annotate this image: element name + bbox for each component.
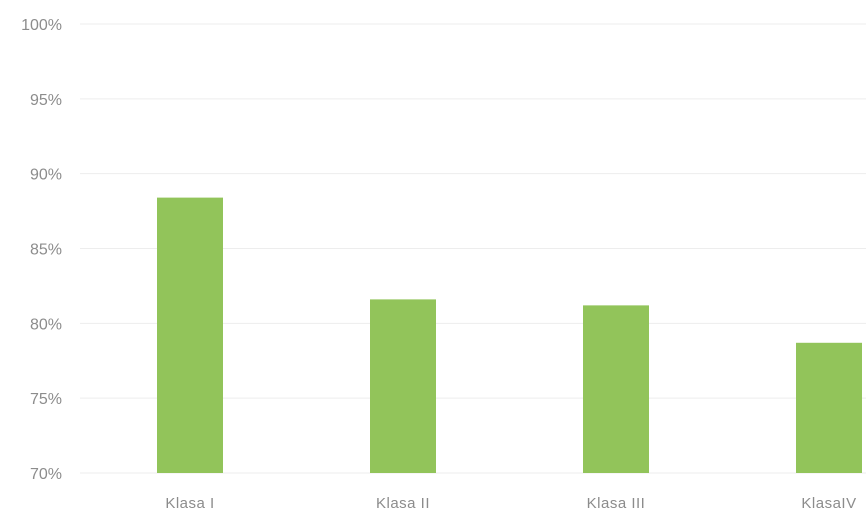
x-category-label: Klasa I (165, 495, 214, 512)
x-category-label: Klasa II (376, 495, 430, 512)
bar (157, 197, 223, 473)
bar (796, 342, 862, 473)
bar (370, 299, 436, 473)
x-category-label: KlasaIV (801, 495, 856, 512)
y-tick-label: 100% (21, 17, 62, 34)
y-tick-label: 90% (30, 167, 62, 184)
bars (157, 197, 862, 473)
y-tick-label: 95% (30, 92, 62, 109)
y-axis: 70% 75% 80% 85% 90% 95% 100% (21, 17, 62, 483)
y-tick-label: 75% (30, 391, 62, 408)
x-axis: Klasa I Klasa II Klasa III KlasaIV (165, 495, 856, 512)
y-tick-label: 70% (30, 466, 62, 483)
y-tick-label: 80% (30, 316, 62, 333)
x-category-label: Klasa III (587, 495, 646, 512)
y-tick-label: 85% (30, 242, 62, 259)
bar (583, 305, 649, 473)
